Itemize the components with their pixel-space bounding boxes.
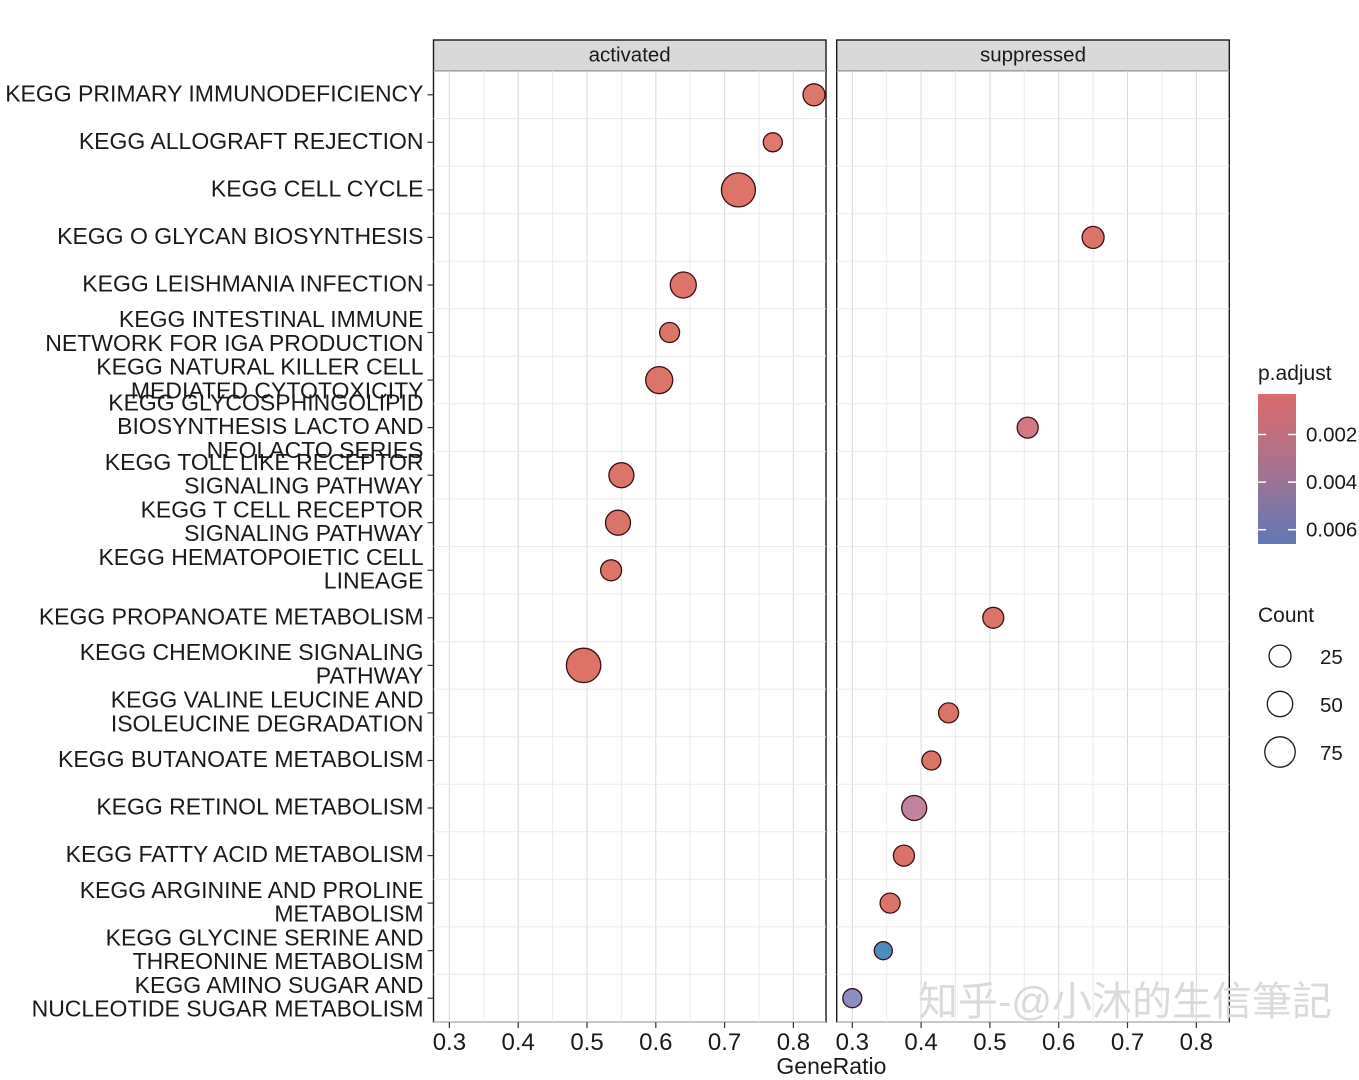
svg-text:activated: activated [589, 44, 671, 67]
svg-text:0.006: 0.006 [1306, 519, 1357, 542]
svg-text:KEGG FATTY ACID METABOLISM: KEGG FATTY ACID METABOLISM [66, 841, 424, 867]
svg-text:0.7: 0.7 [708, 1029, 741, 1056]
svg-text:0.4: 0.4 [502, 1029, 535, 1056]
svg-text:KEGG NATURAL KILLER CELL: KEGG NATURAL KILLER CELL [96, 354, 423, 380]
svg-text:KEGG PROPANOATE METABOLISM: KEGG PROPANOATE METABOLISM [39, 603, 424, 629]
svg-text:KEGG BUTANOATE METABOLISM: KEGG BUTANOATE METABOLISM [58, 746, 424, 772]
svg-text:NETWORK FOR IGA PRODUCTION: NETWORK FOR IGA PRODUCTION [45, 330, 423, 356]
svg-text:THREONINE METABOLISM: THREONINE METABOLISM [133, 948, 424, 974]
svg-text:LINEAGE: LINEAGE [324, 568, 424, 594]
svg-text:KEGG O GLYCAN BIOSYNTHESIS: KEGG O GLYCAN BIOSYNTHESIS [57, 223, 423, 249]
svg-text:KEGG RETINOL METABOLISM: KEGG RETINOL METABOLISM [96, 794, 423, 820]
svg-text:PATHWAY: PATHWAY [316, 663, 424, 689]
svg-text:0.5: 0.5 [570, 1029, 603, 1056]
svg-text:KEGG T CELL RECEPTOR: KEGG T CELL RECEPTOR [141, 496, 424, 522]
svg-text:0.8: 0.8 [777, 1029, 810, 1056]
svg-text:0.3: 0.3 [433, 1029, 466, 1056]
svg-text:BIOSYNTHESIS LACTO AND: BIOSYNTHESIS LACTO AND [117, 413, 423, 439]
svg-text:KEGG LEISHMANIA INFECTION: KEGG LEISHMANIA INFECTION [82, 271, 423, 297]
svg-text:NUCLEOTIDE SUGAR METABOLISM: NUCLEOTIDE SUGAR METABOLISM [32, 996, 424, 1022]
svg-text:ISOLEUCINE DEGRADATION: ISOLEUCINE DEGRADATION [111, 710, 424, 736]
svg-text:0.002: 0.002 [1306, 424, 1357, 447]
svg-text:Count: Count [1258, 604, 1314, 627]
svg-text:KEGG VALINE LEUCINE AND: KEGG VALINE LEUCINE AND [111, 687, 424, 713]
svg-text:GeneRatio: GeneRatio [776, 1053, 886, 1079]
svg-text:KEGG HEMATOPOIETIC CELL: KEGG HEMATOPOIETIC CELL [98, 544, 423, 570]
svg-text:0.7: 0.7 [1111, 1029, 1144, 1056]
svg-text:0.004: 0.004 [1306, 471, 1357, 494]
svg-text:KEGG TOLL LIKE RECEPTOR: KEGG TOLL LIKE RECEPTOR [105, 449, 424, 475]
svg-text:0.6: 0.6 [639, 1029, 672, 1056]
svg-text:0.3: 0.3 [836, 1029, 869, 1056]
svg-text:KEGG PRIMARY IMMUNODEFICIENCY: KEGG PRIMARY IMMUNODEFICIENCY [5, 80, 423, 106]
svg-text:知乎-@小沐的生信筆記: 知乎-@小沐的生信筆記 [918, 980, 1332, 1024]
svg-text:0.4: 0.4 [904, 1029, 937, 1056]
svg-text:KEGG ALLOGRAFT REJECTION: KEGG ALLOGRAFT REJECTION [79, 128, 424, 154]
svg-text:KEGG CHEMOKINE SIGNALING: KEGG CHEMOKINE SIGNALING [80, 639, 424, 665]
svg-text:75: 75 [1320, 742, 1343, 765]
svg-text:KEGG CELL CYCLE: KEGG CELL CYCLE [211, 175, 424, 201]
svg-text:0.8: 0.8 [1180, 1029, 1213, 1056]
svg-text:25: 25 [1320, 646, 1343, 669]
svg-text:50: 50 [1320, 694, 1343, 717]
svg-text:KEGG AMINO SUGAR AND: KEGG AMINO SUGAR AND [135, 972, 424, 998]
svg-text:p.adjust: p.adjust [1258, 362, 1332, 385]
svg-text:KEGG ARGININE AND PROLINE: KEGG ARGININE AND PROLINE [80, 877, 424, 903]
svg-text:SIGNALING PATHWAY: SIGNALING PATHWAY [184, 473, 423, 499]
svg-text:0.6: 0.6 [1042, 1029, 1075, 1056]
svg-text:SIGNALING PATHWAY: SIGNALING PATHWAY [184, 520, 423, 546]
svg-text:KEGG GLYCOSPHINGOLIPID: KEGG GLYCOSPHINGOLIPID [108, 389, 423, 415]
svg-text:KEGG INTESTINAL IMMUNE: KEGG INTESTINAL IMMUNE [119, 306, 424, 332]
svg-text:METABOLISM: METABOLISM [274, 901, 423, 927]
svg-text:0.5: 0.5 [973, 1029, 1006, 1056]
svg-text:KEGG GLYCINE SERINE AND: KEGG GLYCINE SERINE AND [106, 924, 424, 950]
svg-text:suppressed: suppressed [980, 44, 1086, 67]
